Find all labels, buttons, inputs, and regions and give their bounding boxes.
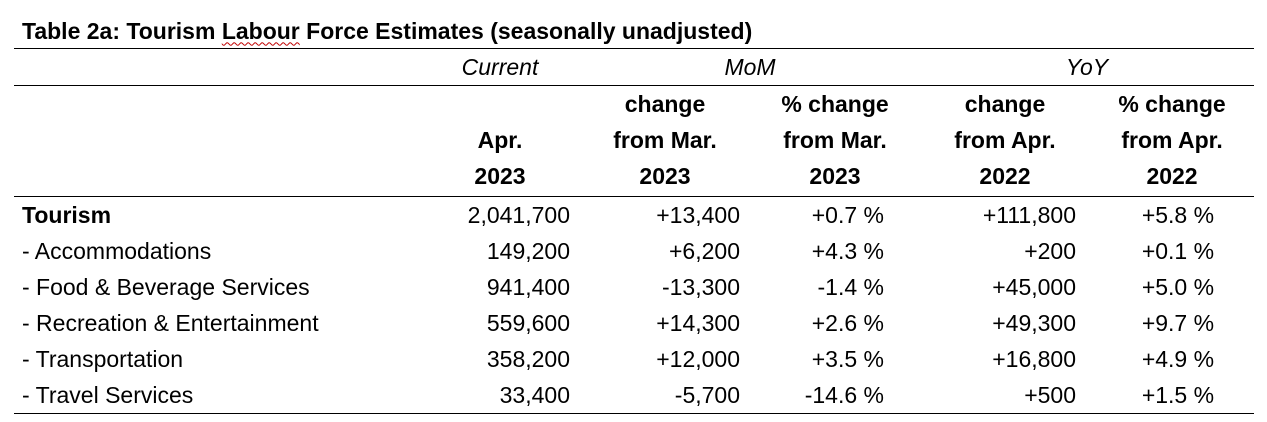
cell-mom-pct: +2.6 % <box>811 309 884 336</box>
cell-mom-pct: +0.7 % <box>811 201 884 228</box>
title-spellcheck-word: Labour <box>221 17 300 44</box>
cell-mom-change: +13,400 <box>656 201 740 228</box>
row-label: - Transportation <box>22 345 184 372</box>
group-header-mom: MoM <box>580 48 920 86</box>
cell-apr-2023: 33,400 <box>420 377 580 414</box>
header-line: from Apr. <box>954 127 1056 153</box>
cell-mom-pct: +3.5 % <box>811 345 884 372</box>
table-row-tourism: Tourism 2,041,700 +13,400 +0.7 % +111,80… <box>14 197 1254 234</box>
header-line: 2023 <box>474 163 526 189</box>
cell-apr-2023: 559,600 <box>486 309 570 336</box>
table-row-transportation: - Transportation 358,200 +12,000 +3.5 % … <box>14 341 1254 377</box>
cell-apr-2023: 149,200 <box>486 237 570 264</box>
cell-apr-2023: 2,041,700 <box>467 201 570 228</box>
group-header-empty <box>14 48 420 86</box>
column-header-apr-2023: Apr. 2023 <box>420 85 580 197</box>
group-header-yoy: YoY <box>920 48 1255 86</box>
column-header-yoy-change: change from Apr. 2022 <box>920 85 1090 197</box>
table-row-recreation-entertainment: - Recreation & Entertainment 559,600 +14… <box>14 305 1254 341</box>
cell-yoy-pct: +1.5 % <box>1090 377 1255 414</box>
row-label: Tourism <box>22 201 112 228</box>
group-header-current: Current <box>420 48 580 86</box>
column-header-mom-pct-change: % change from Mar. 2023 <box>750 85 920 197</box>
row-label: - Recreation & Entertainment <box>22 309 319 336</box>
row-label: - Accommodations <box>22 237 212 264</box>
header-line: 2023 <box>639 163 691 189</box>
title-suffix: Force Estimates (seasonally unadjusted) <box>299 17 753 44</box>
column-header-yoy-pct-change: % change from Apr. 2022 <box>1090 85 1255 197</box>
cell-mom-change: +14,300 <box>656 309 740 336</box>
cell-yoy-pct: +9.7 % <box>1141 309 1215 336</box>
header-line: from Apr. <box>1121 127 1223 153</box>
column-header-mom-change: change from Mar. 2023 <box>580 85 750 197</box>
cell-yoy-change: +49,300 <box>992 309 1076 336</box>
table-row-accommodations: - Accommodations 149,200 +6,200 +4.3 % +… <box>14 233 1254 269</box>
tourism-labour-force-table: Table 2a: Tourism Labour Force Estimates… <box>14 14 1255 414</box>
table-row-travel-services: - Travel Services 33,400 -5,700 -14.6 % … <box>14 377 1255 414</box>
cell-yoy-change: +111,800 <box>982 201 1076 228</box>
cell-mom-change: -13,300 <box>661 273 740 300</box>
column-header-row: Apr. 2023 change from Mar. 2023 % change… <box>14 85 1255 197</box>
header-line: 2022 <box>979 163 1031 189</box>
cell-apr-2023: 941,400 <box>486 273 570 300</box>
cell-yoy-change: +16,800 <box>992 345 1076 372</box>
group-header-row: Current MoM YoY <box>14 48 1255 86</box>
header-line: 2022 <box>1146 163 1198 189</box>
table-title: Table 2a: Tourism Labour Force Estimates… <box>14 14 1255 49</box>
table-row-food-beverage: - Food & Beverage Services 941,400 -13,3… <box>14 269 1254 305</box>
header-line: from Mar. <box>613 127 717 153</box>
header-line: Apr. <box>477 127 523 153</box>
row-label: - Travel Services <box>14 377 420 414</box>
cell-mom-change: +12,000 <box>656 345 740 372</box>
row-label: - Food & Beverage Services <box>22 273 310 300</box>
cell-apr-2023: 358,200 <box>486 345 570 372</box>
cell-mom-change: -5,700 <box>580 377 750 414</box>
header-line: % change <box>1118 91 1226 117</box>
column-header-empty <box>14 85 420 197</box>
cell-yoy-change: +500 <box>920 377 1090 414</box>
header-line: from Mar. <box>783 127 887 153</box>
cell-mom-pct: +4.3 % <box>811 237 884 264</box>
cell-yoy-pct: +5.8 % <box>1141 201 1215 228</box>
cell-yoy-pct: +4.9 % <box>1141 345 1215 372</box>
cell-yoy-pct: +0.1 % <box>1141 237 1215 264</box>
cell-yoy-change: +45,000 <box>992 273 1076 300</box>
header-line: change <box>964 91 1046 117</box>
header-line: 2023 <box>809 163 861 189</box>
header-line: change <box>624 91 706 117</box>
header-line: % change <box>781 91 889 117</box>
cell-yoy-change: +200 <box>1024 237 1076 264</box>
cell-mom-change: +6,200 <box>669 237 740 264</box>
table-title-row: Table 2a: Tourism Labour Force Estimates… <box>14 14 1255 49</box>
cell-mom-pct: -14.6 % <box>750 377 920 414</box>
cell-yoy-pct: +5.0 % <box>1141 273 1215 300</box>
cell-mom-pct: -1.4 % <box>817 273 884 300</box>
title-prefix: Table 2a: Tourism <box>22 17 222 44</box>
